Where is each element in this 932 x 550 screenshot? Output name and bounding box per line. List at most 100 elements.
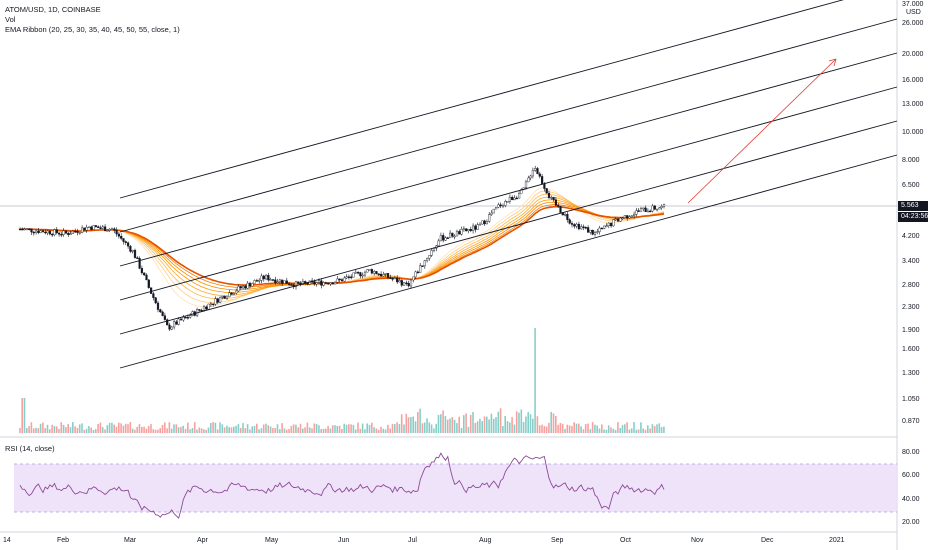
candle-body bbox=[138, 258, 141, 269]
volume-bar bbox=[527, 412, 529, 433]
candle-body bbox=[246, 282, 249, 289]
rsi-legend[interactable]: RSI (14, close) bbox=[5, 444, 55, 453]
candle-body bbox=[386, 273, 390, 278]
candle-body bbox=[94, 225, 97, 227]
volume-bar bbox=[95, 429, 97, 433]
rsi-band bbox=[14, 464, 897, 512]
volume-bar bbox=[143, 426, 145, 433]
candle-body bbox=[76, 231, 79, 233]
candle-body bbox=[51, 233, 54, 236]
candle-body bbox=[122, 238, 125, 242]
candle-body bbox=[64, 230, 68, 234]
volume-legend[interactable]: Vol bbox=[5, 15, 16, 24]
candle-body bbox=[405, 282, 408, 285]
volume-bar bbox=[398, 423, 401, 433]
candle-body bbox=[25, 228, 28, 230]
candle-body bbox=[345, 276, 348, 279]
candle-body bbox=[481, 220, 484, 225]
candle-body bbox=[497, 204, 500, 208]
price-tick: 8.000 bbox=[902, 157, 920, 164]
volume-bar bbox=[495, 417, 497, 433]
candle-body bbox=[623, 215, 626, 219]
candle-body bbox=[331, 282, 334, 285]
volume-bar bbox=[302, 428, 304, 433]
candle-body bbox=[336, 278, 339, 283]
volume-bar bbox=[249, 429, 251, 433]
regression-channel[interactable] bbox=[119, 0, 898, 369]
candle-body bbox=[85, 227, 88, 231]
candle-body bbox=[467, 229, 470, 232]
volume-bar bbox=[515, 411, 518, 433]
volume-bar bbox=[651, 424, 654, 433]
volume-bar bbox=[463, 415, 465, 433]
volume-bar bbox=[210, 423, 212, 433]
candle-body bbox=[485, 221, 488, 225]
candle-body bbox=[442, 235, 445, 241]
volume-bar bbox=[518, 412, 520, 433]
volume-bar bbox=[446, 419, 449, 433]
volume-bar bbox=[538, 425, 541, 433]
volume-bar bbox=[37, 428, 40, 433]
volume-bar bbox=[295, 424, 297, 433]
price-tick: 1.300 bbox=[902, 370, 920, 377]
volume-bar bbox=[154, 429, 157, 433]
volume-bar bbox=[122, 425, 125, 433]
candle-body bbox=[495, 207, 498, 210]
candle-body bbox=[60, 234, 63, 236]
candle-body bbox=[334, 282, 337, 285]
price-tick: 2.300 bbox=[902, 304, 920, 311]
ribbon-legend[interactable]: EMA Ribbon (20, 25, 30, 35, 40, 45, 50, … bbox=[5, 25, 180, 34]
candle-body bbox=[469, 229, 472, 231]
candle-body bbox=[225, 296, 229, 299]
candle-body bbox=[458, 231, 461, 235]
volume-bar bbox=[216, 429, 219, 433]
projection-arrow[interactable] bbox=[687, 58, 837, 204]
candle-body bbox=[145, 274, 148, 281]
channel-line bbox=[119, 18, 898, 233]
volume-bar bbox=[628, 429, 631, 433]
volume-bar bbox=[276, 424, 279, 433]
volume-bar bbox=[492, 418, 495, 433]
candle-body bbox=[258, 279, 261, 282]
volume-bar bbox=[543, 426, 546, 433]
candle-body bbox=[633, 214, 636, 216]
volume-bar bbox=[177, 427, 180, 433]
channel-line bbox=[119, 154, 898, 369]
candle-body bbox=[198, 309, 201, 311]
volume-bar bbox=[60, 422, 63, 433]
candle-body bbox=[580, 226, 583, 230]
volume-bar bbox=[58, 428, 60, 433]
volume-bar bbox=[244, 428, 247, 433]
candle-body bbox=[531, 170, 534, 177]
price-tick: 0.870 bbox=[902, 418, 920, 425]
volume-bar bbox=[230, 427, 233, 433]
volume-bar bbox=[338, 425, 341, 433]
volume-bar bbox=[368, 425, 371, 433]
symbol-title[interactable]: ATOM/USD, 1D, COINBASE bbox=[5, 5, 101, 14]
volume-bar bbox=[26, 428, 28, 433]
volume-bar bbox=[260, 428, 263, 433]
volume-bar bbox=[42, 422, 44, 433]
time-tick: May bbox=[265, 537, 279, 544]
candle-body bbox=[366, 269, 369, 273]
candle-body bbox=[239, 286, 242, 289]
volume-bar bbox=[187, 422, 189, 433]
price-tick: 16.000 bbox=[902, 77, 924, 84]
candle-body bbox=[407, 283, 410, 287]
candle-body bbox=[419, 265, 422, 273]
volume-bar bbox=[548, 422, 550, 433]
candle-body bbox=[175, 321, 178, 325]
candle-body bbox=[444, 237, 447, 241]
time-tick: 2021 bbox=[829, 537, 845, 544]
candle-body bbox=[357, 271, 360, 274]
volume-bar bbox=[630, 428, 633, 433]
volume-bar bbox=[198, 427, 201, 433]
candle-body bbox=[163, 315, 166, 320]
candle-body bbox=[177, 318, 180, 325]
candle-body bbox=[391, 278, 394, 280]
volume-bar bbox=[168, 422, 171, 433]
candle-body bbox=[524, 181, 528, 189]
candle-body bbox=[71, 230, 74, 234]
candle-body bbox=[474, 225, 477, 230]
